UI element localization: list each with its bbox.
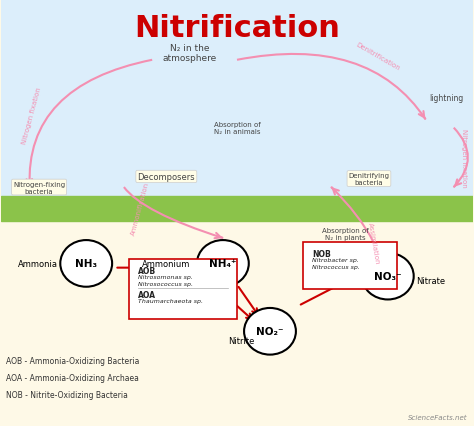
Text: NO₃⁻: NO₃⁻ xyxy=(374,271,401,282)
Text: Decomposers: Decomposers xyxy=(137,173,195,181)
Bar xyxy=(1,196,473,222)
Text: Ammonification: Ammonification xyxy=(130,181,150,236)
Circle shape xyxy=(244,308,296,355)
Text: Denitrification: Denitrification xyxy=(356,41,401,72)
Text: AOA: AOA xyxy=(138,290,156,299)
FancyBboxPatch shape xyxy=(128,259,237,319)
Text: Nitrogen fixation: Nitrogen fixation xyxy=(21,86,43,145)
Text: Nitrogen-fixing
bacteria: Nitrogen-fixing bacteria xyxy=(13,181,65,194)
Text: AOA - Ammonia-Oxidizing Archaea: AOA - Ammonia-Oxidizing Archaea xyxy=(6,374,139,383)
Text: Nitrosococcus sp.: Nitrosococcus sp. xyxy=(138,282,193,287)
Text: NOB - Nitrite-Oxidizing Bacteria: NOB - Nitrite-Oxidizing Bacteria xyxy=(6,391,128,400)
Text: Denitrifying
bacteria: Denitrifying bacteria xyxy=(348,173,390,186)
Bar xyxy=(1,1,473,196)
Text: NO₂⁻: NO₂⁻ xyxy=(256,326,284,337)
Text: Nitrogen fixation: Nitrogen fixation xyxy=(461,129,467,187)
Bar xyxy=(1,222,473,425)
Text: Nitrate: Nitrate xyxy=(416,276,445,285)
Text: NOB: NOB xyxy=(312,249,331,258)
Text: Nitrosomonas sp.: Nitrosomonas sp. xyxy=(138,274,193,279)
Text: Ammonium: Ammonium xyxy=(142,259,190,268)
Text: Nitrococcus sp.: Nitrococcus sp. xyxy=(312,265,360,270)
Text: Assimilation: Assimilation xyxy=(367,221,380,264)
Text: Ammonia: Ammonia xyxy=(18,259,58,268)
Text: NH₃: NH₃ xyxy=(75,259,97,269)
Text: AOB: AOB xyxy=(138,266,156,275)
Circle shape xyxy=(197,241,249,287)
Text: Absorption of
N₂ in animals: Absorption of N₂ in animals xyxy=(214,122,260,135)
Circle shape xyxy=(60,241,112,287)
Text: NH₄⁺: NH₄⁺ xyxy=(209,259,237,269)
Text: AOB - Ammonia-Oxidizing Bacteria: AOB - Ammonia-Oxidizing Bacteria xyxy=(6,357,139,366)
Text: Nitrification: Nitrification xyxy=(134,14,340,43)
Text: Nitrite: Nitrite xyxy=(228,336,255,345)
FancyBboxPatch shape xyxy=(303,243,397,289)
Circle shape xyxy=(362,253,414,300)
Text: Nitrobacter sp.: Nitrobacter sp. xyxy=(312,257,359,262)
Text: N₂ in the
atmosphere: N₂ in the atmosphere xyxy=(163,44,217,63)
Text: ScienceFacts.net: ScienceFacts.net xyxy=(409,414,468,420)
Text: Thaumarchaeota sp.: Thaumarchaeota sp. xyxy=(138,299,203,303)
Text: Absorption of
N₂ in plants: Absorption of N₂ in plants xyxy=(322,227,369,241)
Text: lightning: lightning xyxy=(429,94,464,103)
